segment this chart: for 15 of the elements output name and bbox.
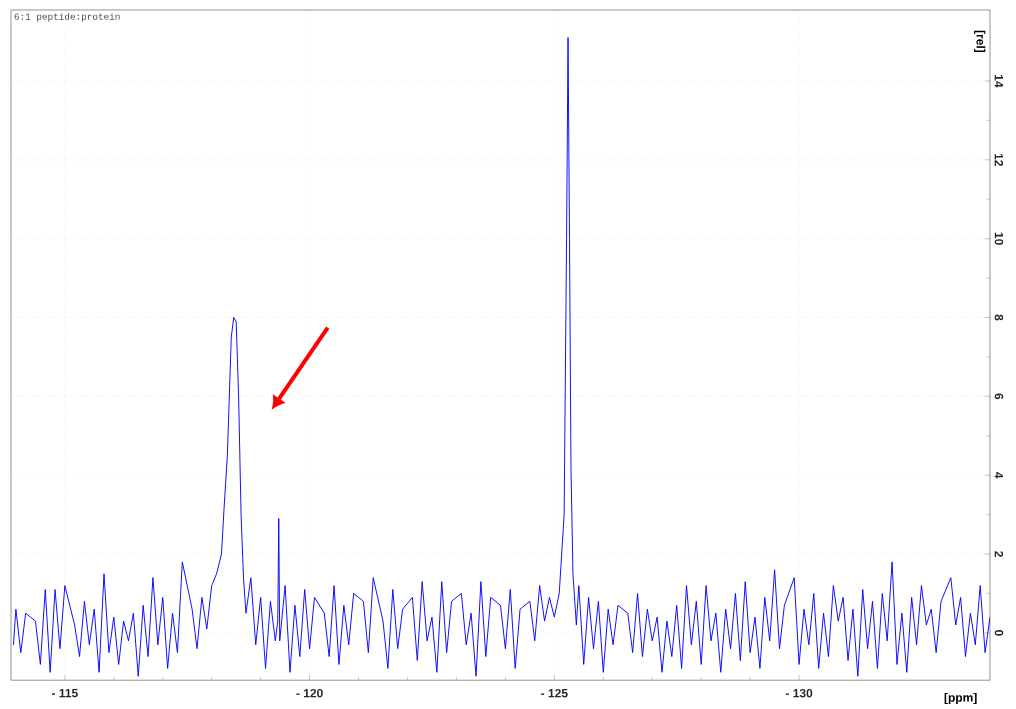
x-axis-title: [ppm] [944, 692, 977, 704]
annotation: 6:1 peptide:protein [14, 12, 120, 22]
y-tick-label: 4 [994, 471, 1003, 479]
x-tick-label: - 115 [51, 688, 78, 698]
x-tick-label: - 130 [785, 688, 813, 698]
y-tick-label: 10 [994, 232, 1004, 245]
x-tick-label: - 125 [541, 688, 568, 698]
y-tick-label: 14 [994, 74, 1003, 88]
y-tick-label: 12 [994, 153, 1004, 166]
y-tick-label: 0 [994, 629, 1004, 636]
y-tick-label: 8 [994, 314, 1004, 321]
y-tick-label: 2 [994, 551, 1004, 557]
y-tick-label: 6 [994, 393, 1004, 400]
x-tick-label: - 120 [296, 688, 323, 698]
y-axis-title: [rel] [974, 30, 986, 52]
